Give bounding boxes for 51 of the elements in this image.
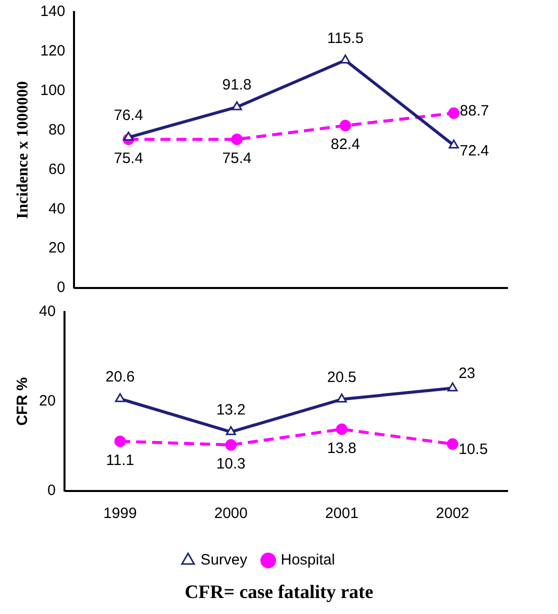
y-tick-label: 40 xyxy=(48,200,66,218)
data-label: 20.5 xyxy=(327,368,356,386)
point xyxy=(340,120,352,132)
y-axis-title: CFR % xyxy=(14,377,32,426)
y-tick-label: 0 xyxy=(47,482,56,500)
point xyxy=(448,140,459,149)
point xyxy=(231,134,243,146)
point xyxy=(232,101,242,110)
data-label: 82.4 xyxy=(330,136,360,154)
point xyxy=(123,132,134,141)
data-label: 13.2 xyxy=(216,402,246,419)
x-tick-label: 2002 xyxy=(436,505,470,522)
data-label: 10.5 xyxy=(458,441,488,458)
y-tick-label: 20 xyxy=(48,240,66,257)
point xyxy=(114,436,126,448)
point xyxy=(340,54,350,64)
y-tick-label: 20 xyxy=(38,392,56,410)
legend-label: Hospital xyxy=(280,552,335,569)
point xyxy=(336,423,348,435)
data-label: 10.3 xyxy=(216,456,246,473)
y-tick-label: 0 xyxy=(56,279,66,296)
point xyxy=(448,107,460,119)
text: CFR= case fatality rate xyxy=(184,582,374,604)
data-label: 75.4 xyxy=(222,150,252,167)
data-label: 91.8 xyxy=(222,76,252,94)
x-tick-label: 2000 xyxy=(214,505,248,522)
y-axis-title: Incidence x 1000000 xyxy=(14,81,32,219)
y-tick-label: 100 xyxy=(40,82,66,99)
data-label: 23 xyxy=(458,365,476,382)
data-label: 11.1 xyxy=(106,452,134,469)
data-label: 20.6 xyxy=(105,368,135,386)
data-label: 76.4 xyxy=(114,107,144,124)
point xyxy=(448,382,458,392)
legend-label: Survey xyxy=(200,552,248,569)
y-tick-label: 80 xyxy=(48,121,66,138)
y-tick-label: 120 xyxy=(40,42,66,60)
point xyxy=(446,438,458,450)
data-label: 88.7 xyxy=(460,102,489,120)
point xyxy=(336,394,347,403)
y-tick-label: 40 xyxy=(38,303,56,320)
data-label: 115.5 xyxy=(327,30,364,47)
x-tick-label: 1999 xyxy=(103,505,137,522)
y-tick-label: 140 xyxy=(40,3,66,20)
data-label: 75.4 xyxy=(114,150,144,167)
point xyxy=(115,393,126,402)
data-label: 13.8 xyxy=(327,440,356,457)
point xyxy=(226,426,236,436)
data-label: 72.4 xyxy=(460,142,489,160)
point xyxy=(225,439,237,451)
y-tick-label: 60 xyxy=(48,160,66,178)
x-tick-label: 2001 xyxy=(325,505,358,522)
